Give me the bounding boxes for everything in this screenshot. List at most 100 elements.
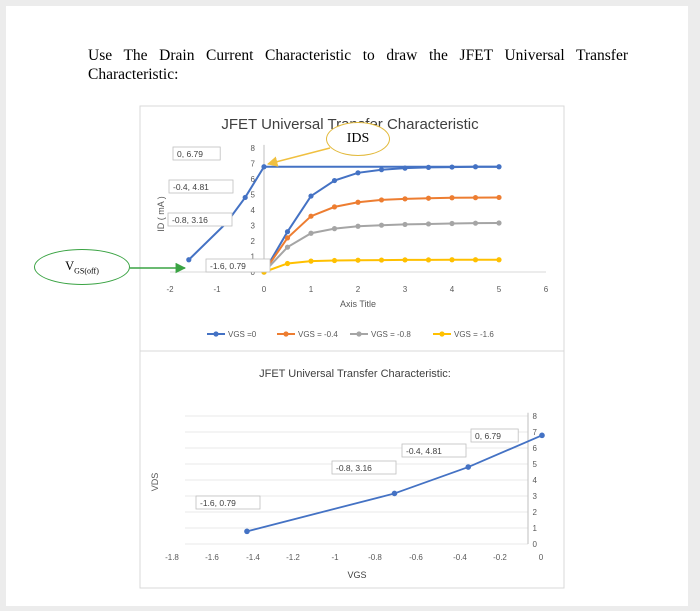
transfer-point (539, 432, 545, 439)
overlay-point-label: 0, 6.79 (177, 149, 203, 159)
series-0-point (331, 177, 338, 184)
series-2-point (472, 220, 479, 226)
chart1-y-tick: 6 (251, 175, 256, 184)
series-3-point (402, 257, 408, 263)
series-3-point (449, 257, 455, 263)
transfer-curve-line (246, 434, 543, 533)
series-3-point (308, 258, 314, 264)
series-3-point (378, 257, 385, 263)
series-1-point (402, 196, 408, 202)
legend-swatch-marker (439, 331, 445, 337)
ids-callout-arrow (266, 147, 331, 167)
series-2-point (331, 226, 338, 232)
transfer-point-label-box (195, 495, 261, 510)
chart2-x-tick: -1.2 (286, 553, 300, 562)
transfer-point-label: 0, 6.79 (475, 431, 501, 441)
chart1-y-tick: 4 (251, 206, 256, 215)
series-3-point (355, 257, 361, 263)
series-0-point (308, 193, 314, 199)
overlay-point-label-box (205, 258, 271, 273)
chart1-x-tick: 5 (497, 285, 502, 294)
transfer-point-label-box (331, 460, 397, 475)
series-line-0 (263, 165, 499, 273)
chart2-y-tick: 0 (533, 540, 538, 549)
series-3-point (331, 257, 338, 264)
chart1-x-label: Axis Title (340, 299, 376, 309)
chart2-y-label: VDS (150, 473, 160, 492)
chart1-y-tick: 0 (251, 268, 256, 277)
overlay-point (186, 257, 192, 263)
chart2-y-tick: 8 (533, 412, 538, 421)
series-1-point (425, 195, 432, 201)
overlay-point-label: -0.8, 3.16 (172, 215, 208, 225)
series-2-point (402, 221, 408, 228)
legend-swatch-marker (213, 331, 219, 337)
series-1-point (355, 199, 361, 205)
question-text: Use The Drain Current Characteristic to … (88, 47, 628, 83)
chart1-y-tick: 3 (251, 222, 256, 231)
chart1-x-tick: -2 (166, 285, 174, 294)
transfer-point (465, 464, 472, 470)
series-1-point (331, 204, 338, 210)
series-1-point (472, 195, 479, 201)
chart1-y-tick: 7 (251, 160, 256, 169)
series-3-point (284, 260, 291, 267)
chart1-x-tick: 1 (309, 285, 314, 294)
chart2-x-tick: -1.6 (205, 553, 219, 562)
chart2-x-tick: -0.8 (368, 553, 382, 562)
chart2-x-tick: -1.4 (246, 553, 260, 562)
legend-swatch-marker (283, 331, 289, 337)
chart2-frame (139, 350, 565, 589)
transfer-characteristic-chart: JFET Universal Transfer Characteristic: 0… (150, 368, 545, 580)
overlay-point (242, 194, 248, 201)
series-1-point (284, 235, 291, 241)
series-2-point (425, 221, 432, 227)
chart1-y-label: ID ( mA ) (156, 196, 166, 232)
vgs-off-callout: VGS(off) (34, 249, 130, 285)
chart1-y-tick: 5 (251, 191, 256, 200)
chart1-x-tick: 6 (544, 285, 549, 294)
chart2-y-tick: 1 (533, 524, 538, 533)
overlay-transfer-line (188, 166, 265, 261)
chart1-x-tick: 3 (403, 285, 408, 294)
ids-callout-label: IDS (346, 131, 370, 146)
chart2-x-tick: -1 (331, 553, 339, 562)
chart2-y-tick: 6 (533, 444, 538, 453)
chart2-y-tick: 2 (533, 508, 538, 517)
legend-item-label: VGS =0 (228, 330, 257, 339)
transfer-point-label: -0.4, 4.81 (406, 446, 442, 456)
overlay-point-label: -0.4, 4.81 (173, 182, 209, 192)
series-0-point (355, 170, 361, 176)
series-2-point (355, 223, 361, 229)
series-1-point (496, 194, 502, 201)
chart2-y-tick: 3 (533, 492, 538, 501)
series-2-point (308, 230, 314, 236)
series-0-point (284, 229, 291, 235)
legend-swatch-marker (356, 331, 362, 337)
chart2-x-tick: -0.6 (409, 553, 423, 562)
transfer-point-label: -0.8, 3.16 (336, 463, 372, 473)
chart1-y-tick: 2 (251, 237, 256, 246)
chart2-x-tick: -1.8 (165, 553, 179, 562)
series-2-point (496, 220, 502, 226)
transfer-point-label: -1.6, 0.79 (200, 498, 236, 508)
series-1-point (308, 213, 314, 219)
chart2-y-tick: 5 (533, 460, 538, 469)
chart1-x-tick: 4 (450, 285, 455, 294)
series-3-point (496, 257, 502, 263)
transfer-point (391, 490, 398, 497)
chart1-x-tick: 2 (356, 285, 361, 294)
chart2-title: JFET Universal Transfer Characteristic: (259, 368, 451, 380)
series-0-point (378, 167, 385, 173)
legend-item-label: VGS = -1.6 (454, 330, 494, 339)
overlay-point-label-box (172, 146, 221, 161)
chart2-x-label: VGS (347, 570, 366, 580)
series-2-point (449, 220, 455, 227)
chart1-x-tick: 0 (262, 285, 267, 294)
legend-item-label: VGS = -0.8 (371, 330, 411, 339)
legend-item-label: VGS = -0.4 (298, 330, 338, 339)
series-1-point (449, 195, 455, 201)
series-3-point (425, 257, 432, 263)
ids-callout: IDS (326, 122, 390, 156)
